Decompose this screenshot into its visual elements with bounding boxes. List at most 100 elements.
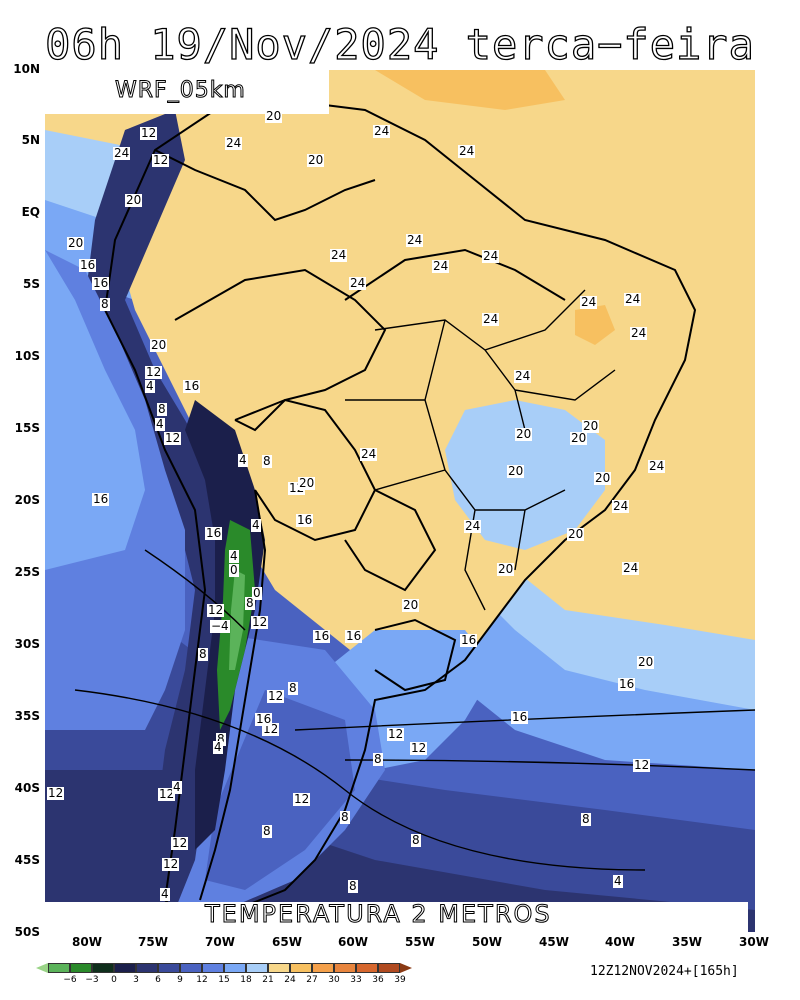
contour-label: 12 — [162, 857, 180, 871]
contour-label: 24 — [458, 144, 476, 158]
colorbar-label: 6 — [155, 975, 161, 985]
lat-label: 30S — [14, 637, 40, 651]
warm-spot-north — [375, 70, 565, 110]
contour-label: 20 — [402, 598, 420, 612]
contour-label: 8 — [262, 824, 272, 838]
lat-label: 10N — [13, 62, 40, 76]
contour-label: 4 — [238, 453, 248, 467]
contour-label: 20 — [637, 655, 655, 669]
colorbar-label: 27 — [306, 975, 318, 985]
contour-label: 24 — [432, 259, 450, 273]
lat-label: 10S — [14, 349, 40, 363]
contour-label: 12 — [633, 758, 651, 772]
border-brazil-internal — [344, 248, 566, 301]
lon-label: 45W — [539, 935, 569, 949]
colorbar-swatch — [224, 963, 246, 973]
contour-label: 12 — [140, 126, 158, 140]
contour-label: 12 — [267, 689, 285, 703]
patagonia-cold — [205, 690, 355, 890]
lat-label: 35S — [14, 709, 40, 723]
colorbar-swatch — [202, 963, 224, 973]
contour-label: 24 — [482, 312, 500, 326]
colorbar-label: 12 — [196, 975, 208, 985]
product-label-box: TEMPERATURA 2 METROS — [45, 900, 748, 932]
contour-label: 20 — [594, 471, 612, 485]
colorbar-under-arrow — [36, 963, 48, 973]
colorbar-swatch — [92, 963, 114, 973]
contour-label: 8 — [100, 297, 110, 311]
map-area — [45, 70, 755, 932]
contour-label: 8 — [262, 454, 272, 468]
colorbar-label: 9 — [177, 975, 183, 985]
contour-label: 20 — [515, 427, 533, 441]
colorbar-label: 3 — [133, 975, 139, 985]
contour-label: 16 — [511, 710, 529, 724]
contour-label: 20 — [497, 562, 515, 576]
contour-label: 16 — [79, 258, 97, 272]
lat-label: 45S — [14, 853, 40, 867]
contour-label: 12 — [47, 786, 65, 800]
contour-label: 20 — [298, 476, 316, 490]
contour-label: 24 — [349, 276, 367, 290]
contour-label: 8 — [157, 402, 167, 416]
colorbar-swatch — [158, 963, 180, 973]
lon-label: 55W — [405, 935, 435, 949]
south-america-mild-20 — [445, 400, 605, 550]
contour-label: 8 — [198, 647, 208, 661]
contour-label: 12 — [171, 836, 189, 850]
contour-label: 8 — [340, 810, 350, 824]
contour-label: 24 — [225, 136, 243, 150]
contour-label: 12 — [158, 787, 176, 801]
border-uruguay — [374, 618, 457, 692]
contour-label: 4 — [172, 780, 182, 794]
contour-label: 8 — [348, 879, 358, 893]
colorbar-swatch — [246, 963, 268, 973]
contour-label: 16 — [92, 276, 110, 290]
colorbar-swatch — [268, 963, 290, 973]
contour-label: 20 — [150, 338, 168, 352]
contour-label: 12 — [251, 615, 269, 629]
colorbar-swatch — [378, 963, 400, 973]
colorbar-over-arrow — [400, 963, 412, 973]
lat-label: 50S — [14, 925, 40, 939]
colorbar-label: 33 — [350, 975, 362, 985]
colorbar-label: 39 — [394, 975, 406, 985]
colorbar-label: 21 — [262, 975, 274, 985]
product-label: TEMPERATURA 2 METROS — [205, 900, 552, 929]
lon-label: 65W — [272, 935, 302, 949]
colorbar-swatch — [114, 963, 136, 973]
colorbar-swatch — [136, 963, 158, 973]
colorbar-swatch — [334, 963, 356, 973]
contour-label: 20 — [265, 109, 283, 123]
contour-label: 4 — [213, 740, 223, 754]
contour-label: 24 — [113, 146, 131, 160]
contour-label: 24 — [360, 447, 378, 461]
contour-label: 20 — [125, 193, 143, 207]
contour-label: 8 — [216, 732, 226, 746]
lon-label: 35W — [672, 935, 702, 949]
contour-label: 20 — [570, 431, 588, 445]
contour-label: 20 — [307, 153, 325, 167]
colorbar-swatch — [48, 963, 70, 973]
contour-label: 20 — [507, 464, 525, 478]
border-peru-brazil — [174, 268, 387, 432]
contour-label: 12 — [152, 153, 170, 167]
contour-label: 24 — [373, 124, 391, 138]
colorbar-swatch — [290, 963, 312, 973]
contour-label: 12 — [387, 727, 405, 741]
contour-label: 12 — [207, 603, 225, 617]
colorbar-label: −3 — [85, 975, 99, 985]
contour-label: 24 — [464, 519, 482, 533]
contour-label: 24 — [648, 459, 666, 473]
lat-label: EQ — [21, 205, 40, 219]
contour-label: 4 — [155, 417, 165, 431]
contour-label: 24 — [482, 249, 500, 263]
colorbar — [48, 963, 400, 973]
contour-label: 24 — [330, 248, 348, 262]
contour-label: 24 — [630, 326, 648, 340]
contour-label: 4 — [160, 887, 170, 901]
contour-label: 20 — [567, 527, 585, 541]
contour-label: 16 — [183, 379, 201, 393]
andes-below-freezing — [229, 570, 245, 670]
colorbar-swatch — [70, 963, 92, 973]
